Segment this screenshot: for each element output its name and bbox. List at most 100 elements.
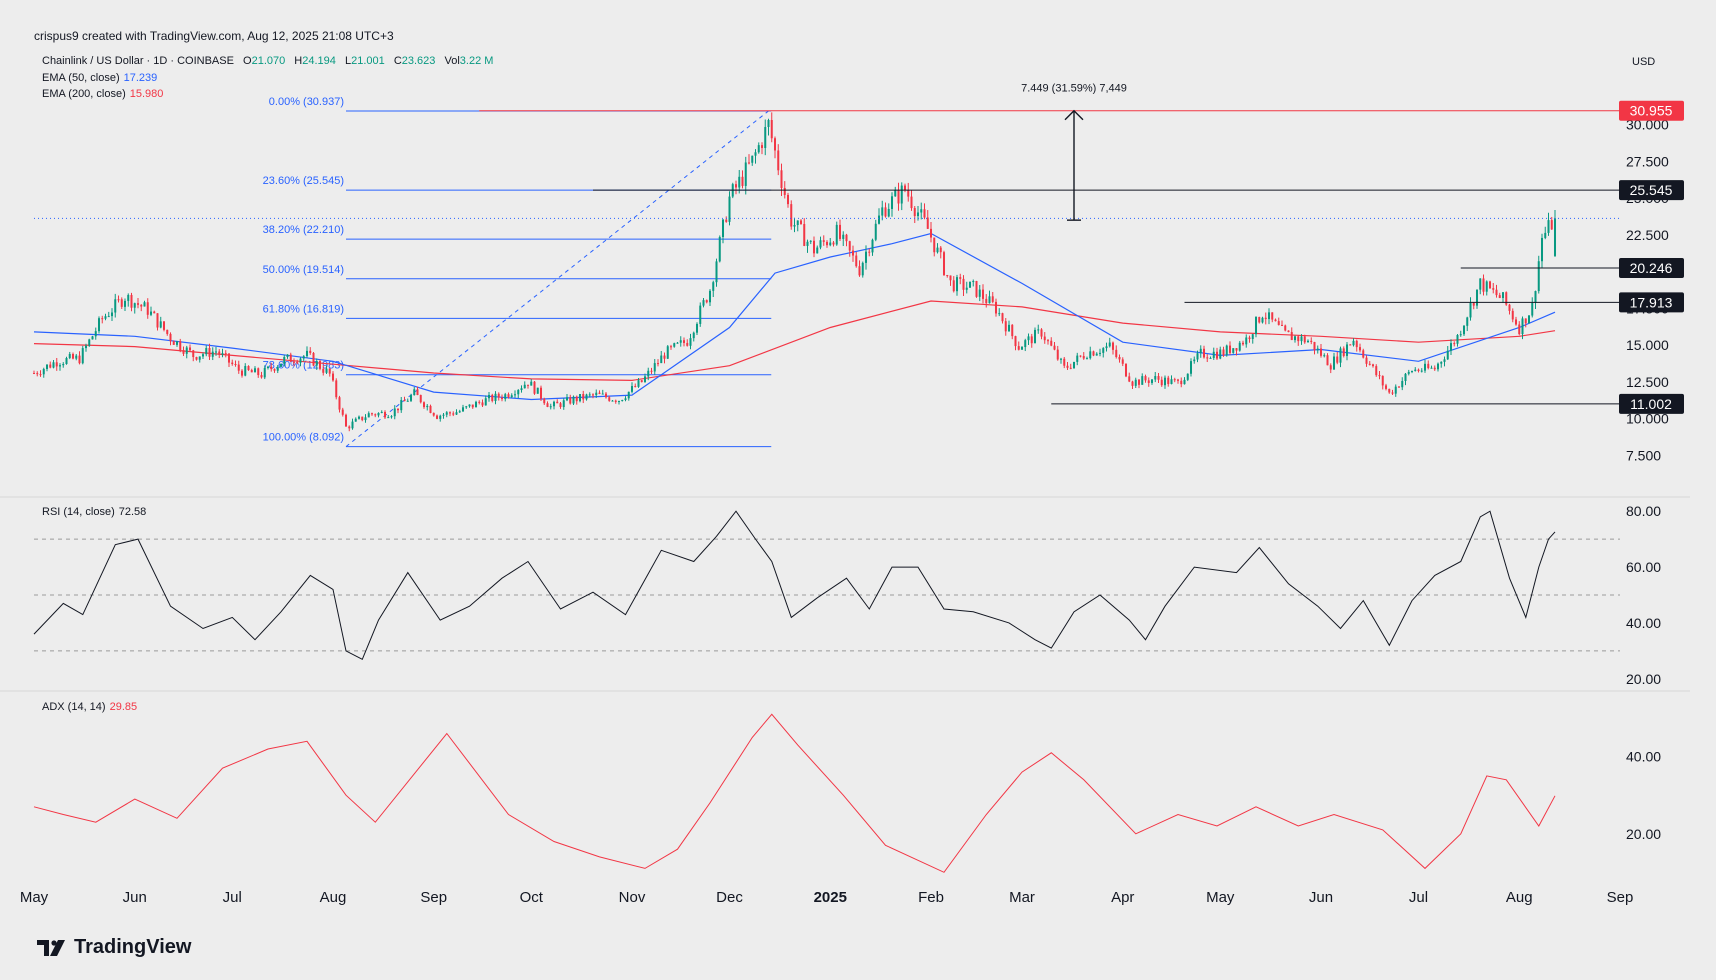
time-tick-label: Jun	[1309, 889, 1333, 906]
rsi-tick-label: 40.00	[1626, 615, 1661, 631]
candle-body	[634, 386, 637, 388]
candle-body	[721, 219, 725, 237]
candle-body	[747, 162, 751, 164]
candle-body	[1365, 357, 1368, 364]
candle-body	[1085, 358, 1089, 360]
candle-body	[1410, 370, 1414, 372]
candle-body	[871, 239, 874, 253]
candle-body	[266, 366, 270, 368]
candle-body	[712, 282, 715, 291]
time-tick-label: Sep	[1607, 889, 1634, 906]
candle-body	[1430, 367, 1433, 369]
candle-body	[169, 333, 172, 342]
candle-body	[182, 350, 185, 354]
candle-body	[666, 346, 669, 359]
candle-body	[1518, 324, 1521, 335]
fib-level-label: 61.80% (16.819)	[263, 303, 344, 315]
candle-body	[1417, 369, 1420, 372]
time-tick-label: Jun	[123, 889, 147, 906]
candle-body	[1056, 349, 1059, 360]
candle-body	[647, 370, 650, 377]
candle-body	[39, 374, 42, 376]
candle-body	[270, 366, 273, 370]
chart-credit: crispus9 created with TradingView.com, A…	[34, 29, 394, 43]
candle-body	[822, 240, 825, 242]
candle-body	[491, 394, 494, 401]
candle-body	[1264, 317, 1267, 320]
rsi-legend: RSI (14, close) 72.58	[42, 506, 146, 518]
candle-body	[656, 363, 660, 365]
candle-body	[952, 280, 955, 292]
open-label: O	[243, 55, 252, 67]
brand-name: TradingView	[74, 936, 192, 958]
candle-body	[97, 318, 101, 332]
candle-body	[354, 418, 357, 422]
candle-body	[1274, 319, 1277, 322]
candle-body	[1531, 302, 1534, 316]
candle-body	[1352, 340, 1355, 346]
candle-body	[380, 411, 383, 413]
candle-body	[829, 242, 832, 246]
candle-body	[513, 394, 517, 396]
candle-body	[858, 266, 861, 276]
candle-body	[1150, 379, 1154, 383]
candle-body	[247, 366, 250, 371]
candle-body	[474, 401, 478, 408]
rsi-line	[33, 510, 1556, 660]
candle-body	[673, 343, 676, 347]
candle-body	[1349, 344, 1352, 346]
candle-body	[114, 299, 117, 313]
candle-body	[130, 294, 133, 308]
candle-body	[786, 194, 790, 205]
candle-body	[959, 277, 962, 279]
candle-body	[494, 393, 497, 401]
candle-body	[1115, 349, 1118, 358]
level-price-label: 20.246	[1630, 260, 1673, 276]
candle-body	[611, 400, 614, 402]
candle-body	[968, 281, 972, 288]
candle-body	[1098, 352, 1102, 354]
candle-body	[201, 354, 205, 357]
candle-body	[572, 396, 575, 404]
candle-body	[104, 316, 107, 319]
candle-body	[757, 145, 760, 153]
candle-body	[780, 170, 783, 188]
candle-body	[341, 409, 344, 415]
candle-body	[1173, 379, 1176, 381]
candle-body	[715, 261, 718, 283]
candle-body	[403, 400, 406, 402]
candle-body	[803, 223, 806, 246]
high-value: 24.194	[302, 55, 336, 67]
candle-body	[1284, 325, 1287, 331]
candle-body	[1105, 346, 1108, 349]
candle-body	[1066, 365, 1069, 368]
candle-body	[487, 394, 491, 399]
candle-body	[481, 402, 484, 406]
candle-body	[725, 219, 728, 222]
candle-body	[136, 303, 140, 305]
fib-level-label: 100.00% (8.092)	[263, 432, 344, 444]
candle-body	[1459, 334, 1462, 336]
rsi-label: RSI (14, close)	[42, 506, 115, 518]
candle-body	[1118, 357, 1121, 360]
candle-body	[1011, 324, 1014, 337]
candle-body	[1449, 343, 1453, 351]
candle-body	[49, 364, 52, 368]
candle-body	[1313, 341, 1316, 351]
candle-body	[468, 404, 471, 407]
candle-body	[526, 384, 530, 386]
candle-body	[855, 255, 858, 267]
candle-body	[156, 313, 159, 328]
candle-body	[435, 415, 439, 419]
candle-body	[864, 251, 868, 263]
candle-body	[1277, 321, 1280, 325]
candle-body	[507, 394, 510, 398]
candle-body	[682, 340, 686, 343]
candle-body	[1020, 347, 1024, 350]
candle-body	[406, 400, 409, 402]
candle-body	[1505, 292, 1508, 305]
candle-body	[377, 412, 380, 416]
candle-body	[71, 353, 75, 359]
candle-body	[1433, 367, 1436, 370]
